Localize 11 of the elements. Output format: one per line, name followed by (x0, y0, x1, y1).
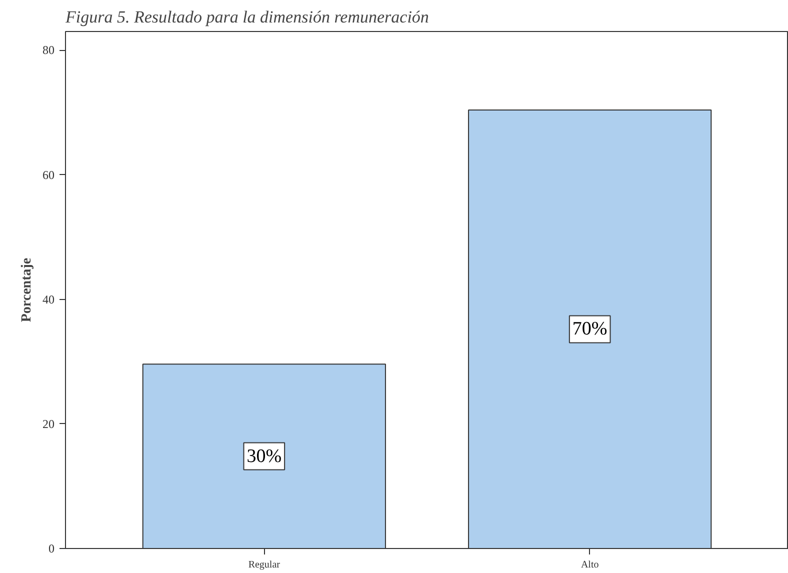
y-tick-label: 80 (42, 43, 54, 58)
y-axis-title: Porcentaje (20, 258, 34, 322)
y-tick-label: 60 (42, 168, 54, 182)
data-label: 70% (572, 318, 608, 340)
y-tick-label: 20 (42, 416, 54, 431)
x-tick-label: Regular (248, 560, 281, 570)
data-label: 30% (246, 446, 282, 467)
y-tick-label: 0 (48, 542, 54, 556)
chart-title: Figura 5. Resultado para la dimensión remuneración (64, 8, 429, 26)
y-tick-label: 40 (42, 292, 54, 306)
x-tick-label: Alto (580, 560, 599, 570)
